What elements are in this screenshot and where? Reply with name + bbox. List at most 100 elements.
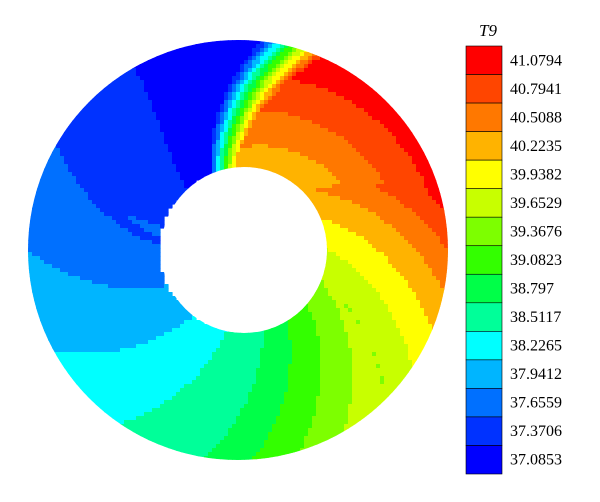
contour-cell	[216, 92, 221, 97]
contour-cell	[160, 180, 165, 185]
contour-cell	[392, 168, 397, 173]
contour-cell	[232, 48, 237, 53]
contour-cell	[388, 160, 393, 165]
contour-cell	[184, 168, 189, 173]
contour-cell	[428, 292, 433, 297]
contour-cell	[368, 132, 373, 137]
contour-cell	[104, 172, 109, 177]
contour-cell	[352, 80, 357, 85]
contour-cell	[412, 144, 417, 149]
contour-cell	[100, 164, 105, 169]
contour-cell	[432, 192, 437, 197]
contour-cell	[348, 220, 353, 225]
contour-cell	[60, 192, 65, 197]
contour-cell	[80, 200, 85, 205]
contour-cell	[92, 128, 97, 133]
contour-cell	[360, 240, 365, 245]
contour-cell	[248, 104, 253, 109]
contour-cell	[408, 308, 413, 313]
contour-cell	[440, 268, 445, 273]
contour-cell	[248, 124, 253, 129]
contour-cell	[376, 112, 381, 117]
contour-cell	[100, 144, 105, 149]
contour-cell	[180, 160, 185, 165]
contour-cell	[364, 132, 369, 137]
contour-cell	[300, 168, 305, 173]
contour-cell	[328, 160, 333, 165]
contour-cell	[116, 108, 121, 113]
contour-cell	[340, 68, 345, 73]
contour-cell	[160, 48, 165, 53]
contour-cell	[152, 144, 157, 149]
contour-cell	[364, 244, 369, 249]
contour-cell	[384, 224, 389, 229]
contour-cell	[308, 128, 313, 133]
contour-cell	[388, 300, 393, 305]
contour-cell	[84, 300, 89, 305]
contour-cell	[196, 64, 201, 69]
contour-cell	[44, 236, 49, 241]
contour-cell	[168, 304, 173, 309]
contour-cell	[100, 216, 105, 221]
contour-cell	[248, 40, 253, 45]
contour-cell	[96, 96, 101, 101]
contour-cell	[392, 132, 397, 137]
contour-cell	[32, 276, 37, 281]
contour-cell	[388, 240, 393, 245]
contour-cell	[204, 156, 209, 161]
contour-cell	[408, 152, 413, 157]
contour-cell	[164, 56, 169, 61]
contour-cell	[56, 164, 61, 169]
contour-cell	[312, 48, 317, 53]
contour-cell	[328, 276, 333, 281]
contour-cell	[220, 68, 225, 73]
contour-cell	[400, 204, 405, 209]
contour-cell	[176, 312, 181, 317]
contour-cell	[116, 280, 121, 285]
contour-cell	[260, 52, 265, 57]
contour-cell	[348, 152, 353, 157]
contour-cell	[132, 284, 137, 289]
contour-cell	[228, 64, 233, 69]
contour-cell	[356, 96, 361, 101]
contour-cell	[144, 300, 149, 305]
contour-cell	[88, 128, 93, 133]
contour-cell	[132, 92, 137, 97]
contour-cell	[124, 248, 129, 253]
contour-cell	[108, 280, 113, 285]
contour-cell	[132, 180, 137, 185]
contour-cell	[88, 196, 93, 201]
contour-cell	[192, 116, 197, 121]
contour-cell	[380, 300, 385, 305]
contour-cell	[48, 180, 53, 185]
contour-cell	[320, 272, 325, 277]
contour-cell	[412, 256, 417, 261]
contour-cell	[340, 124, 345, 129]
contour-cell	[272, 172, 277, 177]
contour-cell	[372, 188, 377, 193]
contour-cell	[56, 288, 61, 293]
contour-cell	[428, 240, 433, 245]
contour-cell	[368, 284, 373, 289]
contour-cell	[164, 200, 169, 205]
contour-cell	[416, 208, 421, 213]
contour-cell	[324, 136, 329, 141]
contour-cell	[116, 148, 121, 153]
contour-cell	[212, 164, 217, 169]
contour-cell	[184, 180, 189, 185]
contour-cell	[176, 136, 181, 141]
contour-cell	[432, 288, 437, 293]
contour-cell	[304, 76, 309, 81]
contour-cell	[424, 184, 429, 189]
contour-cell	[36, 204, 41, 209]
contour-cell	[108, 204, 113, 209]
contour-cell	[56, 284, 61, 289]
contour-cell	[404, 140, 409, 145]
contour-cell	[428, 304, 433, 309]
contour-cell	[420, 200, 425, 205]
contour-cell	[156, 240, 161, 245]
contour-cell	[204, 152, 209, 157]
contour-cell	[92, 176, 97, 181]
contour-cell	[332, 192, 337, 197]
contour-cell	[412, 156, 417, 161]
